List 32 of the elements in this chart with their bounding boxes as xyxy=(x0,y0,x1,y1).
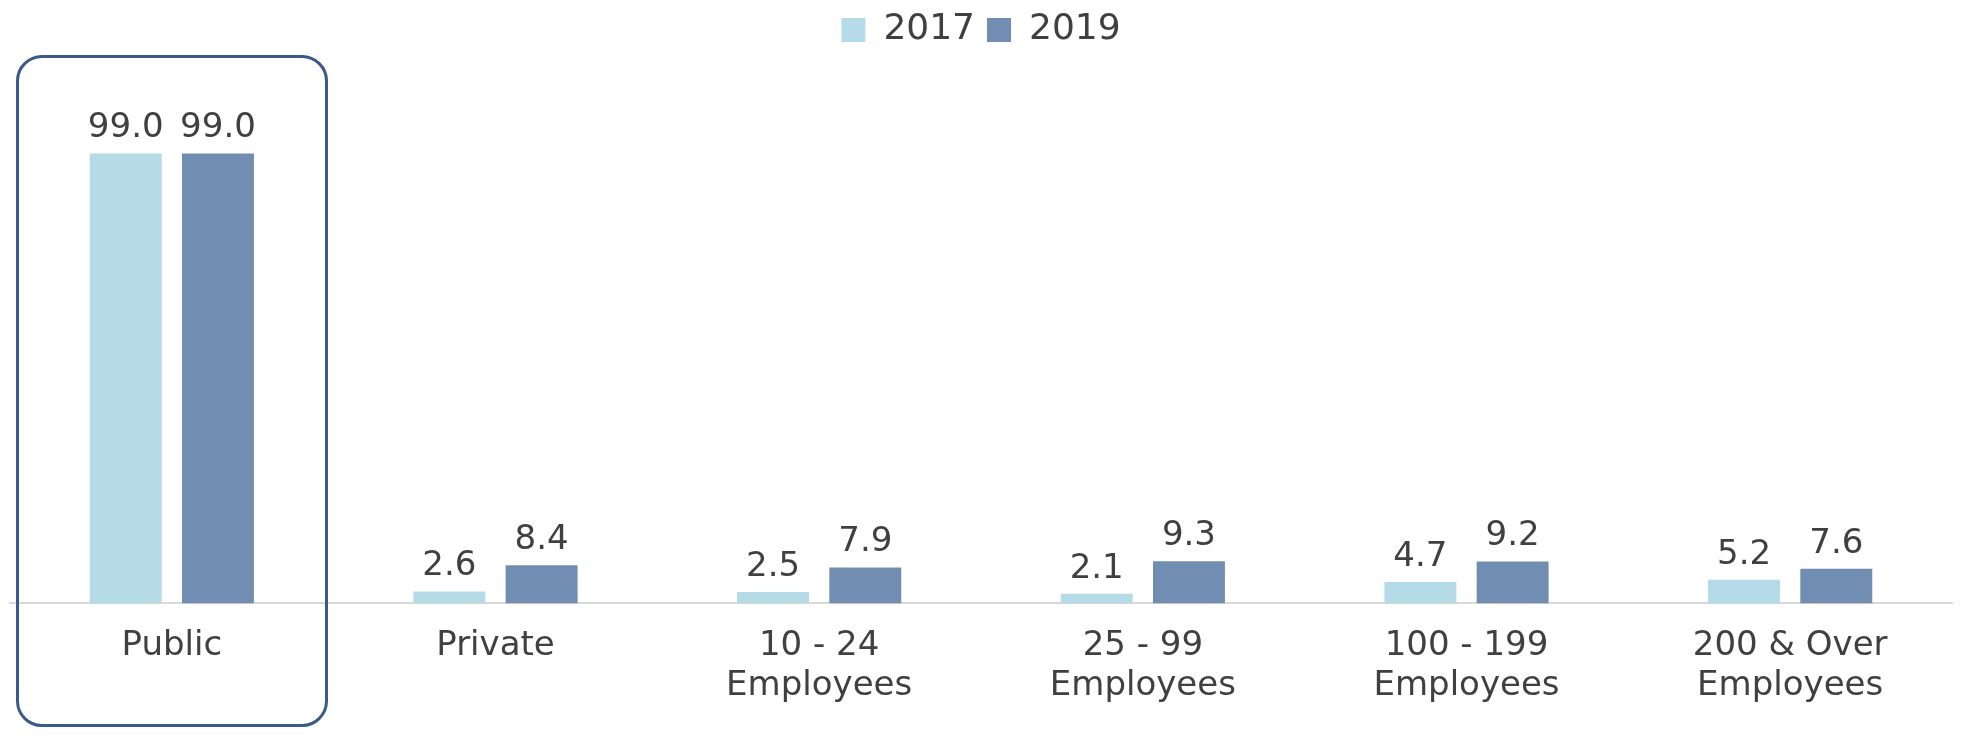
x-tick-label: Public xyxy=(121,622,223,663)
bar xyxy=(1384,582,1457,604)
data-label: 9.3 xyxy=(1161,512,1216,553)
bar xyxy=(181,153,254,604)
data-label: 2.1 xyxy=(1069,545,1124,586)
data-label: 5.2 xyxy=(1717,531,1772,572)
data-label: 2.6 xyxy=(422,543,477,584)
x-tick-label: 10 - 24 Employees xyxy=(726,622,913,704)
data-label: 99.0 xyxy=(180,105,256,146)
bar xyxy=(1476,561,1549,604)
legend-label: 2019 xyxy=(1029,6,1121,48)
data-label: 7.9 xyxy=(838,519,893,560)
data-label: 7.6 xyxy=(1809,520,1864,561)
data-label: 99.0 xyxy=(87,105,164,146)
x-tick-label: 25 - 99 Employees xyxy=(1049,622,1236,704)
bar xyxy=(829,567,902,604)
bar xyxy=(89,153,162,604)
bar xyxy=(1708,579,1781,604)
x-tick-label: Private xyxy=(436,622,555,663)
x-tick-label: 100 - 199 Employees xyxy=(1373,622,1560,704)
legend-label: 2017 xyxy=(883,6,976,48)
data-label: 2.5 xyxy=(746,543,801,584)
bar xyxy=(1152,561,1225,604)
bar xyxy=(505,565,578,604)
data-label: 9.2 xyxy=(1485,513,1540,554)
bar xyxy=(1060,593,1133,604)
bar xyxy=(413,591,486,604)
x-tick-label: 200 & Over Employees xyxy=(1692,622,1888,704)
bar xyxy=(1800,568,1873,604)
data-label: 4.7 xyxy=(1393,533,1448,574)
data-label: 8.4 xyxy=(514,517,569,558)
bar xyxy=(737,592,810,604)
